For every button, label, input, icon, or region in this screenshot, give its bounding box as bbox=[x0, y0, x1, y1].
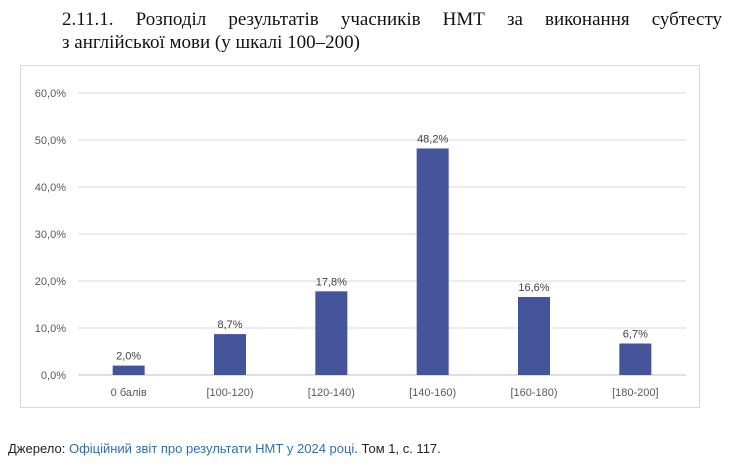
data-label: 17,8% bbox=[316, 276, 347, 288]
heading-line-2: з англійської мови (у шкалі 100–200) bbox=[62, 32, 361, 53]
source-note: Джерело: Офіційний звіт про результати Н… bbox=[8, 441, 441, 456]
data-label: 8,7% bbox=[217, 319, 242, 331]
y-tick-label: 30,0% bbox=[35, 229, 66, 241]
data-label: 48,2% bbox=[417, 133, 448, 145]
category-label: [160-180) bbox=[510, 387, 557, 399]
data-label: 2,0% bbox=[116, 351, 141, 363]
bar-chart: 0,0% 10,0% 20,0% 30,0% 40,0% 50,0% 60,0% 2,0% 0 … bbox=[35, 88, 686, 399]
bar bbox=[416, 148, 449, 375]
heading-line-1: 2.11.1. Розподіл результатів учасників Н… bbox=[62, 9, 722, 30]
y-tick-label: 50,0% bbox=[35, 135, 66, 147]
category-label: [140-160) bbox=[409, 387, 456, 399]
source-link[interactable]: Офіційний звіт про результати НМТ у 2024… bbox=[68, 441, 355, 456]
category-label: [120-140) bbox=[308, 387, 355, 399]
bar bbox=[619, 343, 652, 375]
chart-frame: 0,0% 10,0% 20,0% 30,0% 40,0% 50,0% 60,0% 2,0% 0 … bbox=[20, 65, 700, 408]
source-prefix: Джерело: bbox=[8, 441, 69, 456]
bar bbox=[315, 291, 348, 375]
y-tick-label: 40,0% bbox=[35, 182, 66, 194]
category-label: [100-120) bbox=[206, 387, 253, 399]
chart-heading: 2.11.1. Розподіл результатів учасників Н… bbox=[62, 8, 722, 54]
bar bbox=[518, 296, 550, 375]
y-tick-label: 60,0% bbox=[35, 88, 66, 100]
source-suffix: . Том 1, с. 117. bbox=[354, 441, 441, 456]
bar bbox=[112, 365, 145, 375]
category-label: [180-200] bbox=[612, 387, 658, 399]
y-tick-label: 20,0% bbox=[35, 276, 66, 288]
bar bbox=[214, 334, 246, 375]
y-tick-label: 0,0% bbox=[41, 370, 66, 382]
y-tick-label: 10,0% bbox=[35, 323, 66, 335]
data-label: 16,6% bbox=[518, 282, 549, 294]
category-label: 0 балів bbox=[111, 387, 147, 399]
data-label: 6,7% bbox=[623, 329, 648, 341]
